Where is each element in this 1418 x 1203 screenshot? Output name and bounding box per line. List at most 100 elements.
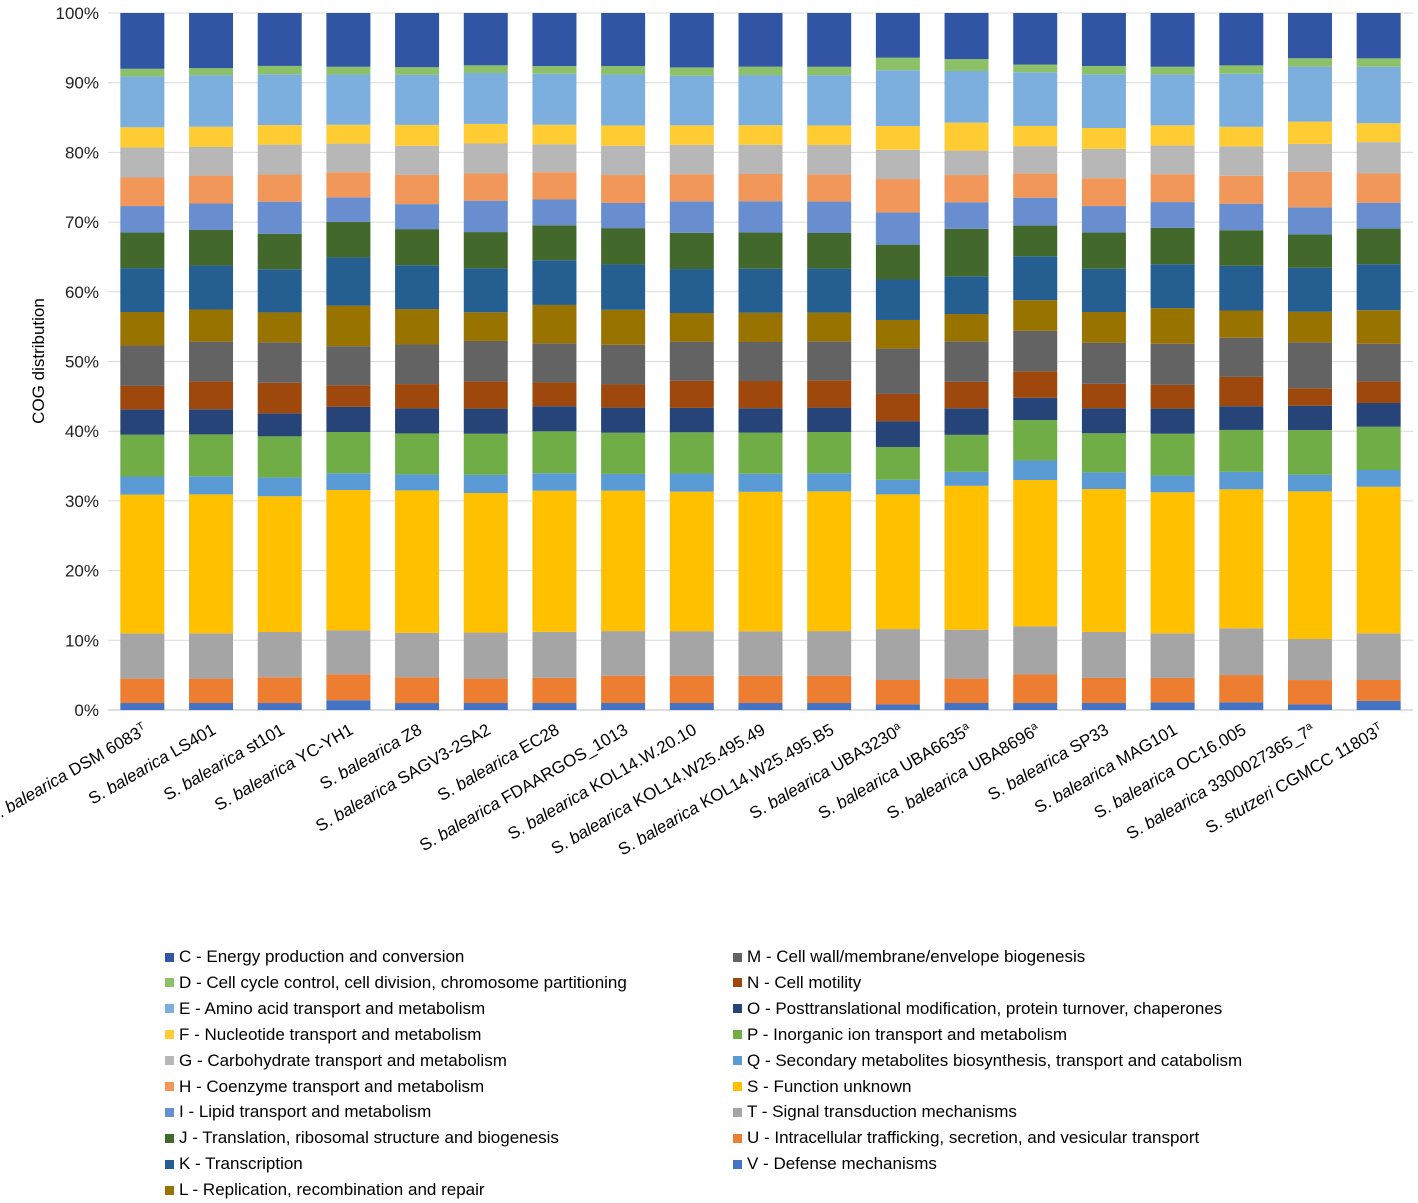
bar-segment-L [532, 304, 577, 344]
bar-segment-D [326, 66, 371, 75]
bar-segment-D [257, 65, 302, 75]
bar-segment-S [601, 490, 646, 632]
bar-stack [1356, 13, 1401, 710]
bar-segment-O [738, 408, 783, 433]
legend-item-J: J - Translation, ribosomal structure and… [165, 1125, 559, 1151]
category-genus: S. [0, 800, 11, 827]
bar-segment-O [257, 413, 302, 437]
legend-item-G: G - Carbohydrate transport and metabolis… [165, 1048, 507, 1074]
bar-segment-Q [1081, 472, 1126, 490]
bar-segment-C [1287, 13, 1332, 59]
bar-segment-H [1150, 174, 1195, 203]
legend-item-Q: Q - Secondary metabolites biosynthesis, … [733, 1048, 1242, 1074]
legend-swatch [165, 978, 174, 988]
bar-segment-T [1287, 638, 1332, 681]
bar-segment-C [875, 13, 920, 58]
bar-segment-N [1287, 388, 1332, 406]
bar-segment-Q [1219, 471, 1264, 490]
bar-segment-M [669, 341, 714, 381]
legend-swatch [733, 1030, 742, 1040]
bar-segment-H [944, 175, 989, 203]
bar-segment-S [1150, 492, 1195, 634]
bar-segment-H [738, 174, 783, 202]
bar-segment-O [1150, 408, 1195, 434]
bar-segment-Q [944, 471, 989, 486]
bar-segment-L [326, 305, 371, 347]
bar-segment-L [257, 312, 302, 343]
bar-segment-V [326, 700, 371, 710]
bar-segment-V [463, 703, 508, 710]
bar-segment-S [257, 496, 302, 633]
bar-segment-F [189, 126, 234, 147]
bar-segment-H [395, 174, 440, 205]
y-axis-title: COG distribution [29, 298, 48, 424]
bar-segment-I [738, 201, 783, 233]
bar-segment-S [669, 491, 714, 632]
bar-segment-C [189, 13, 234, 69]
bar-segment-I [1081, 206, 1126, 233]
bar-segment-I [807, 201, 852, 233]
bar-segment-U [807, 675, 852, 704]
bar-segment-K [395, 265, 440, 310]
bar-segment-H [532, 172, 577, 200]
y-tick-label: 40% [65, 422, 99, 441]
bar-segment-D [807, 66, 852, 76]
bar-segment-D [875, 57, 920, 71]
bar-segment-E [257, 74, 302, 126]
bar-segment-D [1219, 65, 1264, 74]
bar-stack [257, 13, 302, 710]
bar-segment-G [944, 150, 989, 176]
category-species: stutzeri [1220, 783, 1278, 827]
legend-swatch [733, 1004, 742, 1014]
bar-segment-L [944, 314, 989, 342]
bar-segment-U [532, 677, 577, 704]
bar-segment-G [189, 146, 234, 176]
bar-segment-T [1219, 628, 1264, 676]
bar-segment-I [1013, 197, 1058, 226]
bar-segment-S [1287, 491, 1332, 639]
bar-segment-M [1287, 342, 1332, 389]
bar-segment-K [326, 257, 371, 306]
bar-segment-V [1287, 704, 1332, 710]
bar-segment-C [1013, 13, 1058, 65]
bar-segment-I [1356, 202, 1401, 229]
legend-item-F: F - Nucleotide transport and metabolism [165, 1022, 481, 1048]
bar-segment-E [1287, 66, 1332, 122]
bar-segment-S [395, 490, 440, 633]
bar-segment-P [1081, 433, 1126, 473]
bar-segment-T [738, 631, 783, 676]
bar-segment-P [1150, 433, 1195, 476]
bar-segment-J [463, 232, 508, 269]
bar-segment-O [1219, 406, 1264, 430]
bar-segment-F [120, 127, 165, 148]
legend-swatch [733, 978, 742, 988]
bar-segment-U [257, 677, 302, 704]
bar-segment-E [601, 74, 646, 126]
legend-swatch [165, 1133, 174, 1143]
bar-segment-D [120, 68, 165, 77]
bar-segment-M [601, 344, 646, 385]
bar-segment-M [532, 343, 577, 383]
bar-segment-G [1150, 145, 1195, 175]
bar-segment-F [1219, 126, 1264, 147]
bar-segment-K [601, 264, 646, 310]
bar-segment-F [326, 124, 371, 144]
legend-item-S: S - Function unknown [733, 1074, 911, 1100]
bar-segment-U [1287, 680, 1332, 705]
bar-segment-O [120, 409, 165, 435]
bar-segment-C [669, 13, 714, 68]
bar-segment-J [944, 228, 989, 277]
bar-segment-F [1287, 121, 1332, 144]
bar-segment-E [463, 73, 508, 124]
bar-segment-N [669, 380, 714, 408]
bar-segment-T [463, 632, 508, 679]
bar-segment-S [1081, 489, 1126, 632]
legend-label: G - Carbohydrate transport and metabolis… [179, 1050, 507, 1070]
bar-segment-F [669, 125, 714, 145]
bar-segment-O [944, 408, 989, 435]
bar-segment-J [1356, 228, 1401, 265]
bar-segment-P [1219, 429, 1264, 472]
category-species: balearica [2, 766, 71, 817]
bar-segment-J [326, 221, 371, 258]
bar-segment-U [120, 678, 165, 704]
